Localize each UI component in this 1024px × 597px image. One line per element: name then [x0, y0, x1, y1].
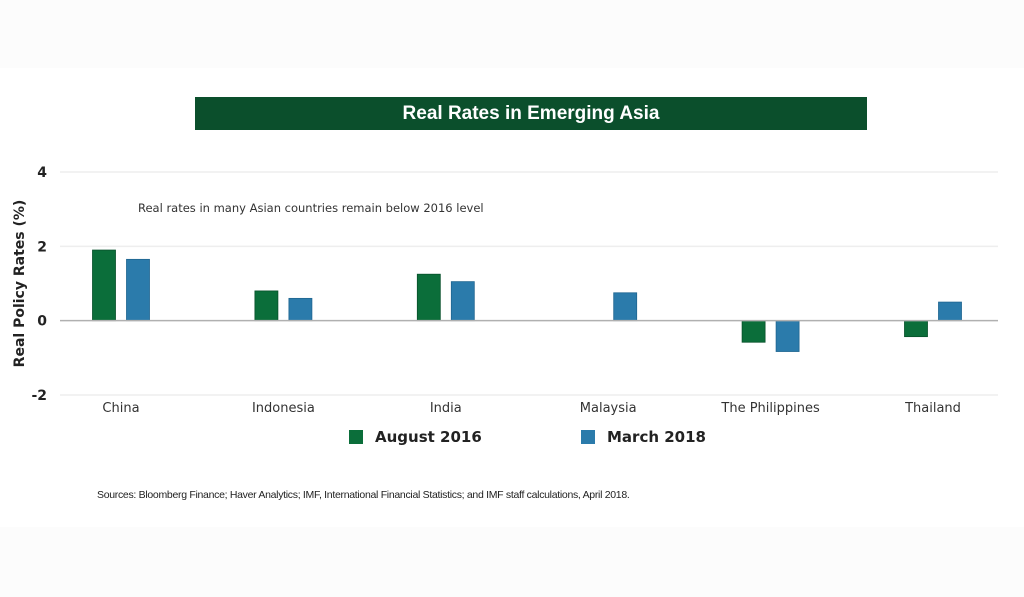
y-tick-label: 4 [37, 165, 47, 181]
chart-title: Real Rates in Emerging Asia [402, 102, 660, 124]
bar-indonesia-march-2018 [288, 297, 313, 322]
y-tick-label: 0 [37, 314, 47, 330]
bar-thailand-august-2016 [904, 320, 928, 338]
y-tick-label: -2 [31, 388, 47, 404]
chart-title-bar: Real Rates in Emerging Asia [195, 97, 867, 130]
bar-india-march-2018 [450, 281, 475, 322]
bar-chart: 4 2 0 -2 Real Policy Rates (%) Real rates i… [12, 165, 998, 416]
legend-swatch-march-2018 [581, 430, 595, 444]
y-axis-label: Real Policy Rates (%) [12, 200, 28, 368]
y-axis-ticks: 4 2 0 -2 [31, 165, 47, 404]
top-band [0, 0, 1024, 68]
bar-china-march-2018 [126, 258, 150, 322]
bar-the-philippines-march-2018 [775, 320, 800, 352]
legend-label-august-2016: August 2016 [375, 428, 482, 446]
grid [60, 171, 998, 396]
legend-item-march-2018: March 2018 [581, 428, 706, 446]
x-axis-ticks: China Indonesia India Malaysia The Philippin… [102, 401, 960, 416]
x-tick-label-thailand: Thailand [904, 401, 961, 416]
bar-malaysia-march-2018 [613, 292, 638, 322]
bar-india-august-2016 [416, 273, 441, 322]
y-tick-label: 2 [37, 239, 47, 255]
bar-the-philippines-august-2016 [741, 320, 766, 343]
bar-thailand-march-2018 [938, 301, 962, 322]
bar-china-august-2016 [92, 249, 116, 322]
legend-label-march-2018: March 2018 [607, 428, 706, 446]
bars [92, 249, 962, 352]
bottom-band [0, 527, 1024, 597]
x-tick-label-the-philippines: The Philippines [720, 401, 820, 416]
x-tick-label-malaysia: Malaysia [580, 401, 637, 416]
chart-annotation: Real rates in many Asian countries remai… [138, 201, 484, 215]
bar-indonesia-august-2016 [254, 290, 279, 322]
legend-item-august-2016: August 2016 [349, 428, 482, 446]
x-tick-label-indonesia: Indonesia [252, 401, 315, 416]
x-tick-label-india: India [430, 401, 462, 416]
legend-swatch-august-2016 [349, 430, 363, 444]
source-note: Sources: Bloomberg Finance; Haver Analyt… [97, 489, 630, 501]
x-tick-label-china: China [102, 401, 139, 416]
